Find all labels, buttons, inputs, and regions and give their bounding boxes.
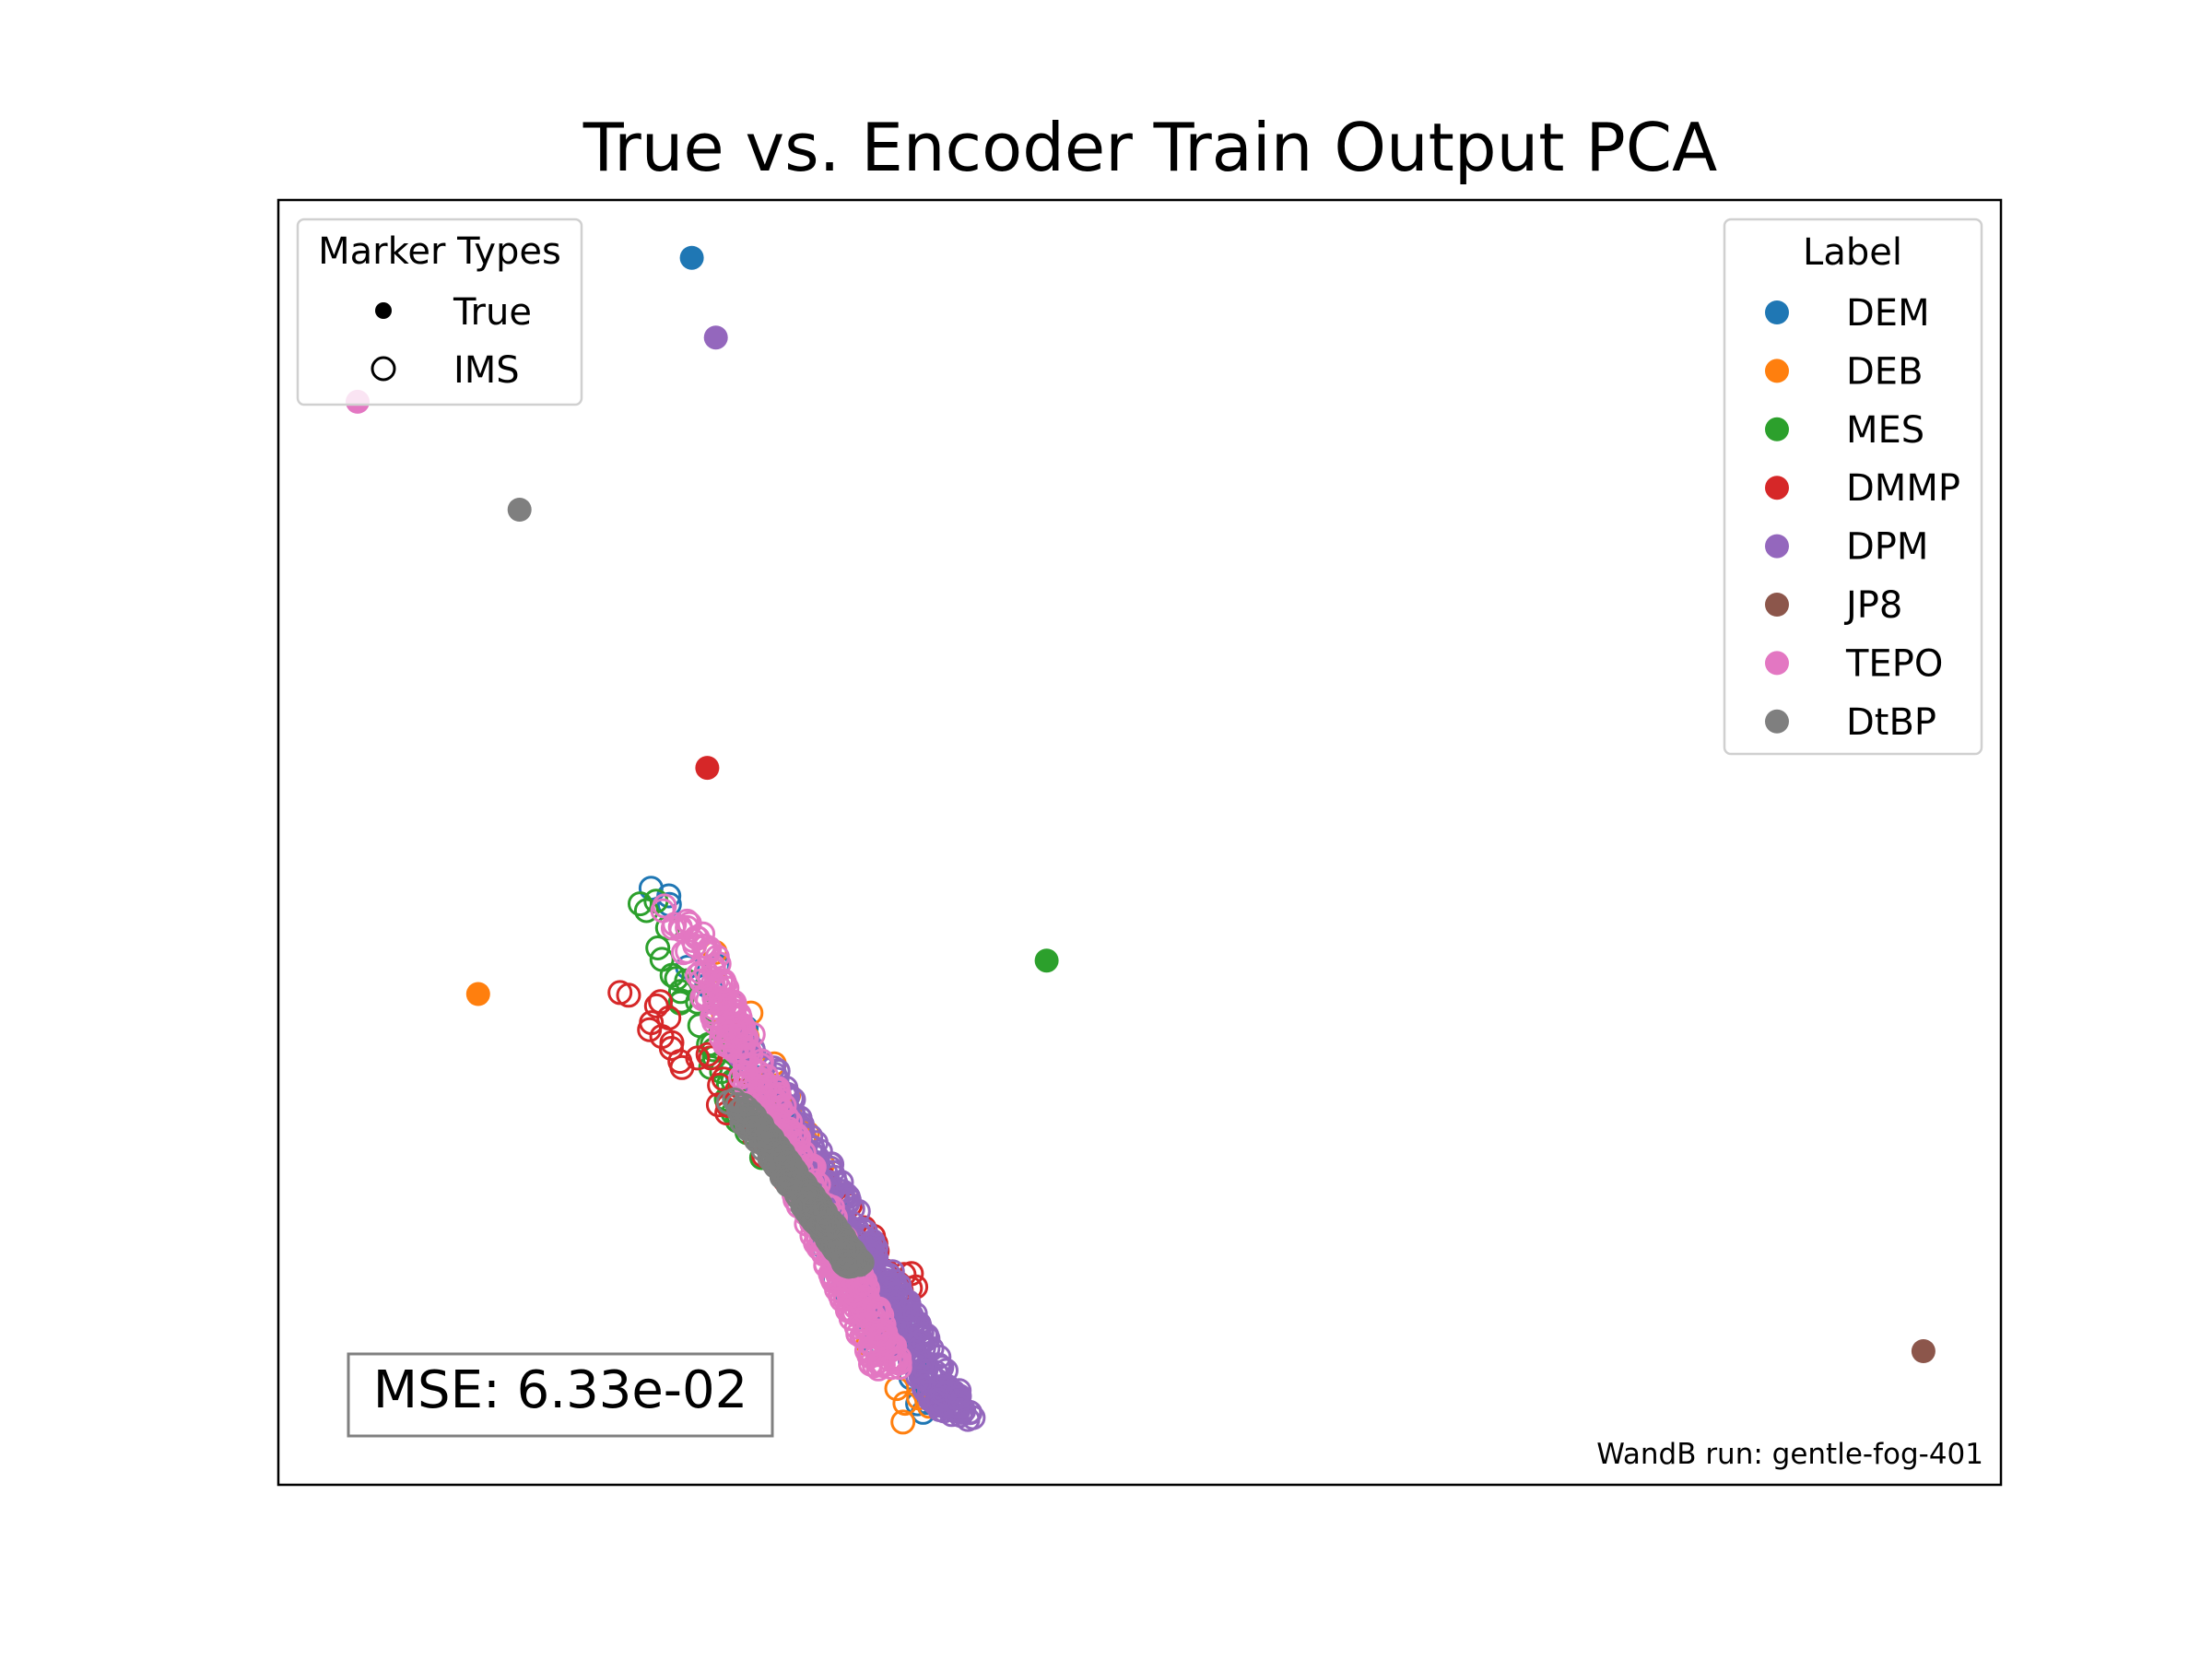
ims-points-layer	[607, 876, 986, 1435]
ims-point-mes	[645, 935, 671, 960]
legend-swatch-dpm	[1765, 534, 1789, 559]
ims-point-dpm	[945, 1393, 970, 1418]
true-point-dem	[679, 245, 704, 270]
true-point-deb	[465, 982, 490, 1006]
ims-point-dtbp	[791, 1191, 817, 1217]
true-points-layer	[346, 245, 1936, 1363]
ims-point-dtbp	[818, 1211, 843, 1237]
mse-annotation: MSE: 6.33e-02	[347, 1352, 774, 1438]
true-point-dtbp	[507, 498, 532, 522]
ims-point-mes	[628, 891, 653, 917]
legend-swatch-dmmp	[1765, 476, 1789, 500]
ims-point-dpm	[950, 1397, 976, 1422]
ims-point-dtbp	[831, 1249, 857, 1275]
ims-point-dtbp	[815, 1215, 841, 1241]
ims-point-deb	[892, 1391, 918, 1417]
chart-title: True vs. Encoder Train Output PCA	[582, 109, 1718, 186]
legend-swatch-mes	[1765, 417, 1789, 441]
ims-point-tepo	[883, 1348, 909, 1374]
ims-point-tepo	[856, 1343, 882, 1369]
marker-legend-entry-ims: IMS	[453, 349, 520, 392]
legend-swatch-deb	[1765, 359, 1789, 383]
label-legend-title: Label	[1803, 231, 1902, 274]
ims-point-tepo	[829, 1287, 854, 1312]
ims-point-tepo	[695, 987, 721, 1013]
ims-point-tepo	[886, 1350, 912, 1376]
marker-legend-entry-true: True	[453, 291, 532, 334]
true-marker-swatch	[375, 302, 392, 319]
ims-point-tepo	[728, 1017, 754, 1042]
ims-point-dtbp	[771, 1147, 796, 1172]
ims-point-dpm	[929, 1355, 955, 1381]
legend-label-dem: DEM	[1846, 292, 1930, 335]
legend-label-jp8: JP8	[1843, 584, 1902, 627]
true-point-dmmp	[695, 756, 720, 781]
ims-point-tepo	[652, 893, 677, 919]
ims-point-dpm	[944, 1385, 970, 1411]
ims-point-tepo	[722, 990, 747, 1016]
ims-point-dtbp	[776, 1164, 802, 1190]
ims-point-tepo	[731, 1045, 757, 1071]
ims-point-tepo	[760, 1075, 786, 1100]
ims-point-dmmp	[639, 1010, 665, 1036]
ims-point-dtbp	[724, 1091, 750, 1117]
legend-label-dpm: DPM	[1846, 526, 1928, 569]
ims-point-tepo	[724, 1014, 749, 1040]
legend-label-tepo: TEPO	[1845, 642, 1943, 685]
legend-label-dtbp: DtBP	[1846, 701, 1936, 744]
ims-point-dtbp	[742, 1115, 768, 1141]
legend-swatch-jp8	[1765, 593, 1789, 617]
ims-point-deb	[890, 1409, 916, 1435]
ims-point-dpm	[926, 1387, 952, 1413]
ims-point-dmmp	[616, 982, 641, 1008]
ims-point-tepo	[734, 1063, 759, 1088]
ims-point-tepo	[748, 1048, 774, 1074]
ims-point-tepo	[859, 1310, 885, 1335]
ims-point-tepo	[843, 1314, 869, 1340]
label-legend: Label DEM DEB MES DMMP DPM JP8 TEPO DtBP	[1723, 218, 1983, 756]
ims-point-dtbp	[836, 1253, 862, 1279]
ims-point-tepo	[714, 975, 740, 1001]
ims-point-dtbp	[775, 1150, 801, 1176]
legend-swatch-tepo	[1765, 651, 1789, 676]
legend-label-deb: DEB	[1846, 350, 1924, 393]
plot-area	[276, 198, 2003, 1487]
axes-frame	[276, 198, 2003, 1487]
legend-swatch-dem	[1765, 300, 1789, 324]
legend-swatch-dtbp	[1765, 709, 1789, 734]
ims-point-tepo	[660, 915, 686, 941]
true-point-jp8	[1911, 1339, 1936, 1363]
ims-point-dtbp	[797, 1179, 823, 1205]
ims-point-tepo	[685, 925, 711, 951]
ims-point-dmmp	[656, 1005, 682, 1030]
ims-point-tepo	[863, 1298, 888, 1324]
marker-legend-title: Marker Types	[318, 230, 561, 273]
wandb-run-text: WandB run: gentle-fog-401	[1596, 1438, 1983, 1471]
marker-types-legend: Marker Types True IMS	[296, 218, 583, 406]
ims-marker-swatch	[371, 356, 396, 382]
ims-point-tepo	[677, 911, 702, 936]
ims-point-tepo	[747, 1066, 773, 1092]
ims-point-dtbp	[837, 1237, 863, 1263]
true-point-dpm	[703, 325, 728, 350]
mse-text: MSE: 6.33e-02	[373, 1360, 748, 1420]
legend-label-mes: MES	[1846, 409, 1924, 452]
ims-point-dpm	[894, 1299, 920, 1324]
legend-label-dmmp: DMMP	[1846, 467, 1960, 510]
ims-point-dmmp	[669, 1054, 695, 1080]
ims-point-dtbp	[802, 1193, 828, 1218]
ims-point-dmmp	[659, 1030, 685, 1055]
ims-point-dpm	[934, 1358, 959, 1383]
ims-point-dpm	[913, 1358, 939, 1383]
ims-point-dmmp	[698, 1045, 724, 1071]
ims-point-dpm	[907, 1329, 933, 1355]
true-point-mes	[1034, 948, 1059, 973]
ims-point-dpm	[911, 1375, 936, 1401]
